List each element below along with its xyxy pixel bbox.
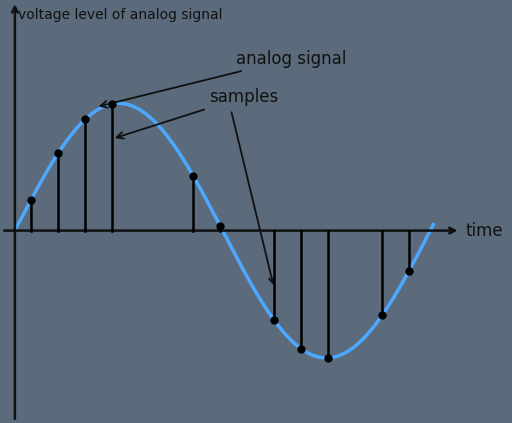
Text: voltage level of analog signal: voltage level of analog signal [17,8,222,22]
Text: analog signal: analog signal [100,49,347,107]
Text: samples: samples [117,88,279,139]
Text: time: time [466,222,503,239]
